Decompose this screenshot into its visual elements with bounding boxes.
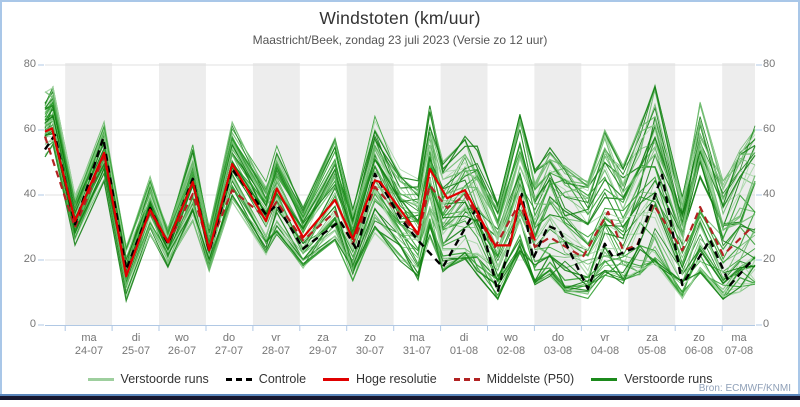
x-tick-label: zo 30-07 [342,332,398,358]
legend-item: Middelste (P50) [453,372,575,386]
y-tick-label-right: 60 [763,123,776,135]
ensemble-member [44,96,756,272]
bottom-edge-bar [0,396,800,400]
legend-label: Verstoorde runs [120,372,209,386]
y-tick-label-right: 0 [763,318,770,330]
x-tick-day: vr [271,332,281,344]
axes [38,64,762,331]
x-tick-label: do 03-08 [530,332,586,358]
x-tick-day: wo [174,332,190,344]
ensemble-member [44,116,756,274]
y-tick-label-left: 20 [23,253,36,265]
y-tick-label-left: 80 [23,58,36,70]
x-tick-date: 28-07 [261,345,291,357]
ensemble-member [44,119,756,253]
legend-line-swatch [591,377,618,381]
ensemble-lines [44,83,756,304]
y-tick-label-right: 40 [763,188,776,200]
x-tick-label: za 05-08 [624,332,680,358]
x-tick-date: 24-07 [74,345,104,357]
x-tick-label: za 29-07 [295,332,351,358]
ensemble-member [44,100,756,266]
x-tick-day: di [131,332,141,344]
legend-line-swatch [87,377,114,381]
legend-label: Verstoorde runs [624,372,713,386]
bottom-edge-line [0,394,800,396]
x-tick-label: vr 04-08 [577,332,633,358]
x-tick-day: ma [81,332,97,344]
y-tick-label-left: 60 [23,123,36,135]
x-tick-label: ma 07-08 [711,332,767,358]
x-tick-day: zo [693,332,705,344]
source-label: Bron: ECMWF/KNMI [698,383,791,394]
x-tick-date: 31-07 [402,345,432,357]
y-tick-label-left: 0 [29,318,36,330]
x-tick-label: ma 24-07 [61,332,117,358]
x-tick-day: vr [600,332,610,344]
y-tick-label-right: 20 [763,253,776,265]
plume-chart-window: Windstoten (km/uur) Maastricht/Beek, zon… [0,0,800,394]
legend-label: Controle [258,372,307,386]
x-tick-day: di [459,332,469,344]
legend-label: Hoge resolutie [356,372,437,386]
series-hires [44,127,536,278]
x-tick-day: do [551,332,565,344]
x-tick-date: 02-08 [496,345,526,357]
x-tick-label: di 01-08 [436,332,492,358]
x-tick-day: wo [503,332,519,344]
chart-subtitle: Maastricht/Beek, zondag 23 juli 2023 (Ve… [252,33,548,47]
y-tick-label-left: 40 [23,188,36,200]
ensemble-member [44,123,756,300]
x-tick-label: wo 02-08 [483,332,539,358]
x-tick-day: za [317,332,329,344]
x-tick-label: do 27-07 [201,332,257,358]
legend-item: Verstoorde runs [87,372,209,386]
legend-item: Hoge resolutie [323,372,437,386]
x-tick-date: 25-07 [121,345,151,357]
chart-header: Windstoten (km/uur) Maastricht/Beek, zon… [2,8,798,47]
x-tick-label: vr 28-07 [248,332,304,358]
x-tick-day: zo [364,332,376,344]
x-tick-date: 06-08 [684,345,714,357]
x-tick-label: ma 31-07 [389,332,445,358]
ensemble-member [44,119,756,301]
x-tick-day: ma [731,332,747,344]
legend-item: Controle [225,372,307,386]
legend-line-swatch [453,377,480,381]
ensemble-member [45,115,756,293]
y-tick-label-right: 80 [763,58,776,70]
x-tick-date: 07-08 [724,345,754,357]
legend-label: Middelste (P50) [486,372,575,386]
ensemble-member [44,91,756,250]
x-tick-label: wo 26-07 [154,332,210,358]
x-tick-date: 05-08 [637,345,667,357]
x-tick-day: za [646,332,658,344]
x-tick-label: zo 06-08 [671,332,727,358]
legend-line-swatch [323,377,350,381]
ensemble-member [44,119,756,285]
legend-line-swatch [225,377,252,381]
x-tick-label: di 25-07 [108,332,164,358]
x-tick-date: 30-07 [355,345,385,357]
x-tick-day: ma [409,332,425,344]
x-tick-date: 03-08 [543,345,573,357]
page-title: Windstoten (km/uur) [319,8,481,28]
x-tick-date: 26-07 [167,345,197,357]
x-tick-date: 29-07 [308,345,338,357]
x-tick-date: 04-08 [590,345,620,357]
chart-legend: Verstoorde runs Controle Hoge resolutie Mid… [2,372,798,386]
legend-item: Verstoorde runs [591,372,712,386]
x-tick-date: 27-07 [214,345,244,357]
ensemble-member [44,106,756,296]
x-tick-day: do [222,332,236,344]
x-tick-date: 01-08 [449,345,479,357]
